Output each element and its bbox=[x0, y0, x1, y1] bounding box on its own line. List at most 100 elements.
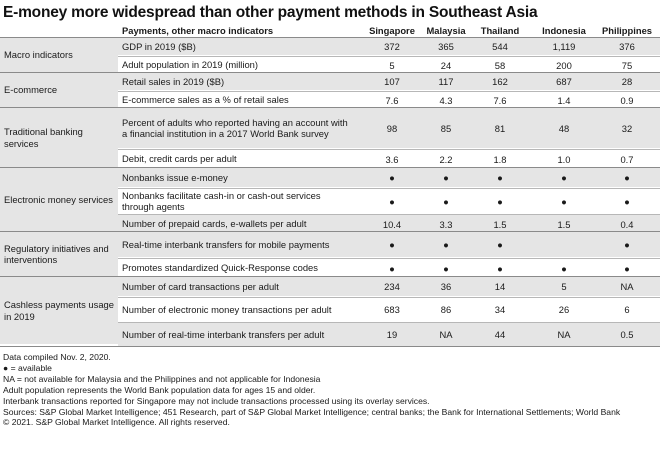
value-cell-philippines: 0.5 bbox=[620, 329, 634, 340]
value-cell-indonesia: ● bbox=[561, 262, 567, 274]
value-cell-thailand: 34 bbox=[494, 304, 506, 315]
value-cell-indonesia bbox=[534, 232, 594, 257]
group-divider bbox=[0, 231, 660, 232]
table-row: Nonbanks facilitate cash-in or cash-out … bbox=[118, 188, 660, 213]
value-cell-malaysia: 3.3 bbox=[439, 218, 453, 230]
row-label: Number of real-time interbank transfers … bbox=[122, 328, 325, 340]
group-category: E-commerce bbox=[0, 73, 118, 107]
row-label: Number of electronic money transactions … bbox=[122, 303, 332, 315]
header-philippines: Philippines bbox=[601, 25, 652, 36]
value-cell-indonesia: 1.0 bbox=[557, 153, 571, 165]
value-cell-malaysia: 2.2 bbox=[439, 153, 453, 165]
table-row: E-commerce sales as a % of retail sales 7… bbox=[118, 91, 660, 108]
group-category: Regulatory initiatives and interventions bbox=[0, 232, 118, 276]
row-group: E-commerce Retail sales in 2019 ($B) 107 11… bbox=[0, 73, 660, 107]
value-cell-singapore: 7.6 bbox=[385, 94, 399, 106]
table-row: Percent of adults who reported having an… bbox=[118, 108, 660, 148]
value-cell-singapore: 98 bbox=[386, 122, 398, 134]
header-indicator: Payments, other macro indicators bbox=[122, 25, 274, 36]
row-label: GDP in 2019 ($B) bbox=[122, 40, 196, 52]
row-label: Adult population in 2019 (million) bbox=[122, 59, 259, 71]
value-cell-indonesia: 1,119 bbox=[552, 41, 576, 52]
footnote-line: Adult population represents the World Ba… bbox=[3, 384, 316, 395]
group-divider bbox=[0, 276, 660, 277]
footnotes: Data compiled Nov. 2, 2020. ● = available… bbox=[3, 352, 657, 428]
value-cell-thailand: 7.6 bbox=[493, 94, 507, 106]
value-cell-thailand: 81 bbox=[494, 122, 506, 134]
value-cell-philippines: ● bbox=[624, 172, 630, 183]
header-thailand: Thailand bbox=[480, 25, 520, 36]
value-cell-singapore: 683 bbox=[384, 304, 400, 315]
footnote-line: ● = available bbox=[3, 362, 52, 373]
value-cell-indonesia: 26 bbox=[558, 304, 570, 315]
group-category: Traditional banking services bbox=[0, 108, 118, 167]
group-divider bbox=[0, 72, 660, 73]
row-label: Retail sales in 2019 ($B) bbox=[122, 75, 225, 87]
value-cell-singapore: 5 bbox=[389, 59, 395, 71]
group-divider bbox=[0, 107, 660, 108]
value-cell-philippines: 376 bbox=[619, 41, 635, 52]
group-category: Electronic money services bbox=[0, 168, 118, 231]
value-cell-philippines: ● bbox=[624, 262, 630, 274]
header-singapore: Singapore bbox=[369, 25, 415, 36]
row-label: Number of prepaid cards, e-wallets per a… bbox=[122, 218, 307, 230]
value-cell-malaysia: 86 bbox=[440, 304, 452, 315]
value-cell-indonesia: ● bbox=[561, 172, 567, 183]
row-label: E-commerce sales as a % of retail sales bbox=[122, 94, 289, 106]
table-row: Nonbanks issue e-money ● ● ● ● ● bbox=[118, 168, 660, 187]
value-cell-singapore: ● bbox=[389, 262, 395, 274]
value-cell-singapore: 234 bbox=[384, 281, 400, 292]
row-label: Percent of adults who reported having an… bbox=[122, 116, 348, 139]
footnote-line: © 2021. S&P Global Market Intelligence. … bbox=[3, 417, 230, 428]
footnote-line: NA = not available for Malaysia and the … bbox=[3, 373, 321, 384]
value-cell-philippines: ● bbox=[624, 239, 630, 250]
value-cell-philippines: 28 bbox=[621, 76, 633, 87]
footnote-line: Data compiled Nov. 2, 2020. bbox=[3, 352, 111, 362]
table-row: GDP in 2019 ($B) 372 365 544 1,119 376 bbox=[118, 38, 660, 55]
value-cell-malaysia: NA bbox=[439, 329, 453, 340]
row-label: Real-time interbank transfers for mobile… bbox=[122, 238, 330, 250]
value-cell-indonesia: 1.5 bbox=[557, 218, 571, 230]
value-cell-indonesia: 5 bbox=[561, 281, 567, 292]
group-category: Cashless payments usage in 2019 bbox=[0, 277, 118, 344]
value-cell-indonesia: NA bbox=[557, 329, 571, 340]
group-divider bbox=[0, 37, 660, 38]
group-divider bbox=[0, 167, 660, 168]
row-label: Nonbanks facilitate cash-in or cash-out … bbox=[122, 189, 321, 212]
table-row: Number of prepaid cards, e-wallets per a… bbox=[118, 214, 660, 233]
value-cell-indonesia: 1.4 bbox=[557, 94, 571, 106]
value-cell-singapore: 3.6 bbox=[385, 153, 399, 165]
row-label: Promotes standardized Quick-Response cod… bbox=[122, 262, 318, 274]
table-title: E-money more widespread than other payme… bbox=[3, 4, 538, 21]
table-row: Number of real-time interbank transfers … bbox=[118, 322, 660, 346]
table-header: Payments, other macro indicators Singapo… bbox=[0, 24, 660, 38]
value-cell-thailand: ● bbox=[497, 239, 503, 250]
value-cell-philippines: 0.7 bbox=[620, 153, 634, 165]
value-cell-singapore: ● bbox=[389, 239, 395, 250]
value-cell-philippines: 0.4 bbox=[620, 218, 634, 230]
value-cell-malaysia: ● bbox=[443, 195, 449, 207]
value-cell-singapore: ● bbox=[389, 195, 395, 207]
value-cell-singapore: 10.4 bbox=[382, 218, 402, 230]
value-cell-thailand: 14 bbox=[494, 281, 506, 292]
value-cell-malaysia: 85 bbox=[440, 122, 452, 134]
table-row: Debit, credit cards per adult 3.6 2.2 1.8 1.… bbox=[118, 149, 660, 168]
table-row: Adult population in 2019 (million) 5 24 58 2… bbox=[118, 56, 660, 73]
row-group: Electronic money services Nonbanks issue … bbox=[0, 168, 660, 233]
footnote-line: Sources: S&P Global Market Intelligence;… bbox=[3, 406, 621, 417]
row-label: Number of card transactions per adult bbox=[122, 280, 279, 292]
table-row: Number of card transactions per adult 234… bbox=[118, 277, 660, 296]
value-cell-malaysia: ● bbox=[443, 172, 449, 183]
value-cell-thailand: 44 bbox=[494, 329, 506, 340]
value-cell-thailand: 58 bbox=[494, 59, 506, 71]
row-label: Nonbanks issue e-money bbox=[122, 171, 228, 183]
value-cell-philippines: 0.9 bbox=[620, 94, 634, 106]
value-cell-philippines: ● bbox=[624, 195, 630, 207]
value-cell-indonesia: 200 bbox=[556, 59, 572, 71]
value-cell-singapore: 107 bbox=[384, 76, 400, 87]
value-cell-thailand: ● bbox=[497, 172, 503, 183]
value-cell-malaysia: 365 bbox=[438, 41, 454, 52]
value-cell-philippines: 75 bbox=[621, 59, 633, 71]
table-bottom-rule bbox=[0, 346, 660, 347]
value-cell-singapore: 372 bbox=[384, 41, 400, 52]
